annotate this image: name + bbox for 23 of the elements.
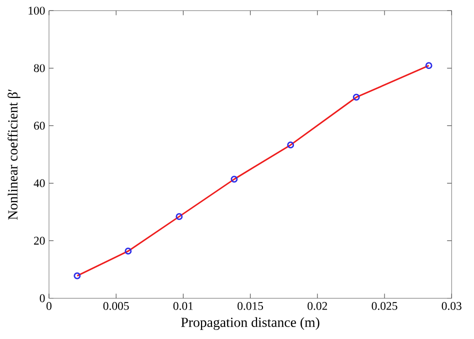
y-tick-label: 60 bbox=[34, 122, 45, 130]
point bbox=[230, 176, 238, 183]
point bbox=[74, 272, 81, 280]
y-tick-label: 20 bbox=[34, 236, 45, 245]
y-tick-label: 100 bbox=[28, 6, 45, 15]
point bbox=[287, 142, 294, 149]
x-tick-label: 0.02 bbox=[308, 302, 328, 310]
point bbox=[425, 62, 432, 70]
x-tick-label: 0 bbox=[46, 302, 52, 310]
x-tick-label: 0.01 bbox=[173, 302, 193, 310]
x-tick-label: 0.005 bbox=[103, 302, 129, 310]
point bbox=[124, 248, 132, 255]
x-axis-title: Propagation distance (m) bbox=[181, 317, 320, 330]
y-tick-label: 40 bbox=[34, 179, 45, 188]
line-series bbox=[76, 64, 430, 277]
y-tick-label: 80 bbox=[34, 64, 45, 72]
y-tick-label: 0 bbox=[40, 294, 45, 302]
x-tick-label: 0.015 bbox=[238, 302, 264, 310]
x-tick-label: 0.03 bbox=[442, 302, 462, 310]
point bbox=[352, 94, 360, 101]
y-axis-title: Nonlinear coefficient β′ bbox=[8, 90, 20, 220]
x-tick-label: 0.025 bbox=[372, 302, 398, 310]
point bbox=[176, 213, 183, 220]
